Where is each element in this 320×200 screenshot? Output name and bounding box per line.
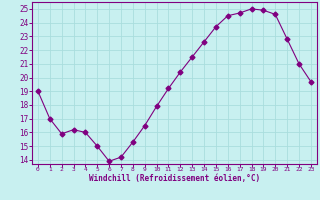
X-axis label: Windchill (Refroidissement éolien,°C): Windchill (Refroidissement éolien,°C) <box>89 174 260 183</box>
